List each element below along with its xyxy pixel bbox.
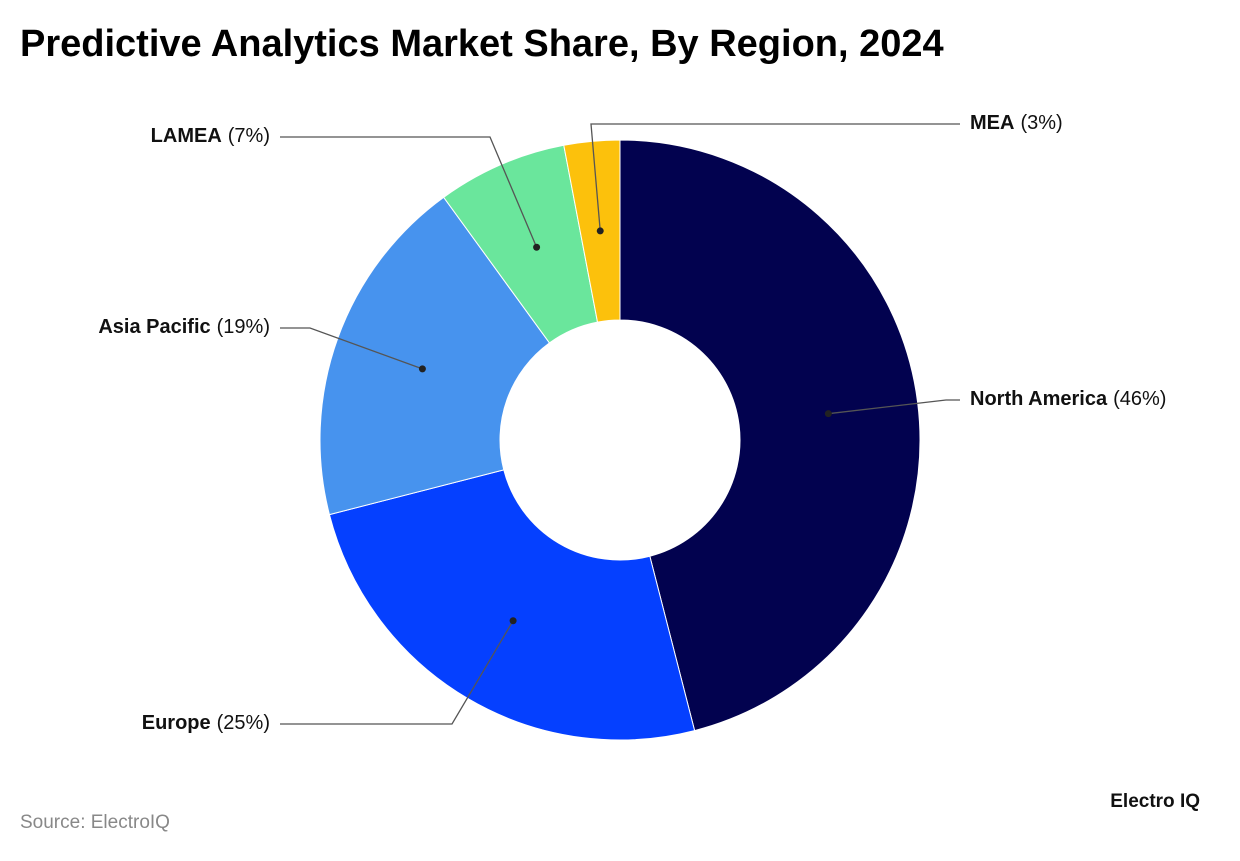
- slice-name: LAMEA: [151, 125, 222, 147]
- leader-dot: [533, 243, 541, 251]
- brand: Electro IQ: [1110, 791, 1200, 812]
- slice-label: Asia Pacific (19%): [98, 316, 270, 338]
- slice-name: Asia Pacific: [98, 316, 210, 338]
- donut-slice: [328, 469, 696, 741]
- slice-value-label: (7%): [228, 125, 270, 147]
- slice-label: LAMEA (7%): [151, 125, 270, 147]
- slice-value-label: (25%): [217, 712, 270, 734]
- slice-value-label: (46%): [1113, 388, 1166, 410]
- donut-slice: [319, 196, 551, 516]
- slice-value-label: (3%): [1020, 112, 1062, 134]
- slice-name: North America: [970, 388, 1108, 410]
- slice-name: MEA: [970, 112, 1014, 134]
- leader-line: [590, 123, 960, 231]
- chart-title: Predictive Analytics Market Share, By Re…: [20, 23, 944, 65]
- leader-line: [828, 399, 960, 415]
- slice-label: MEA (3%): [970, 112, 1063, 134]
- leader-dot: [824, 410, 832, 418]
- slice-label: North America (46%): [970, 388, 1166, 410]
- donut-slice: [619, 139, 921, 732]
- leader-line: [280, 327, 423, 370]
- slice-label: Europe (25%): [142, 712, 270, 734]
- leader-dot: [596, 227, 604, 235]
- leader-dot: [509, 617, 517, 625]
- leader-dot: [418, 365, 426, 373]
- slice-value-label: (19%): [217, 316, 270, 338]
- source: Source: ElectroIQ: [20, 812, 170, 833]
- donut-slice: [563, 139, 621, 323]
- slice-name: Europe: [142, 712, 211, 734]
- leader-line: [280, 136, 538, 248]
- leader-line: [280, 620, 514, 725]
